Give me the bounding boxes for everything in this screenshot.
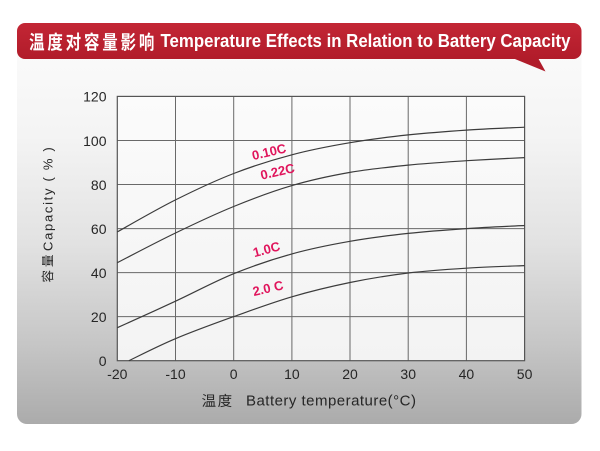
- svg-text:1.0C: 1.0C: [251, 238, 282, 260]
- svg-text:60: 60: [91, 221, 107, 237]
- svg-text:40: 40: [91, 265, 107, 281]
- svg-text:100: 100: [83, 133, 107, 149]
- svg-text:120: 120: [83, 89, 107, 105]
- svg-text:0: 0: [230, 366, 238, 382]
- svg-text:10: 10: [284, 366, 300, 382]
- svg-text:30: 30: [400, 366, 416, 382]
- svg-text:50: 50: [517, 366, 533, 382]
- svg-text:Battery temperature(°C): Battery temperature(°C): [246, 392, 416, 409]
- svg-text:-10: -10: [165, 366, 185, 382]
- svg-text:20: 20: [91, 309, 107, 325]
- svg-text:0: 0: [99, 353, 107, 369]
- svg-text:40: 40: [459, 366, 475, 382]
- svg-text:20: 20: [342, 366, 358, 382]
- svg-text:-20: -20: [107, 366, 127, 382]
- svg-text:2.0 C: 2.0 C: [251, 277, 285, 299]
- svg-text:Temperature Effects in Relatio: Temperature Effects in Relation to Batte…: [161, 30, 572, 51]
- svg-text:80: 80: [91, 177, 107, 193]
- svg-text:Capacity ( % ): Capacity ( % ): [40, 146, 55, 251]
